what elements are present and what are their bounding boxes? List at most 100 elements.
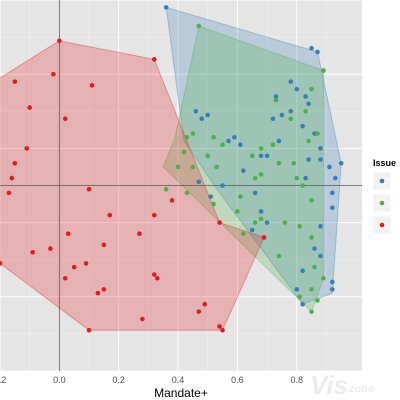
data-point-series-1 — [294, 287, 300, 292]
data-point-series-1 — [300, 123, 305, 129]
data-point-series-3 — [140, 316, 145, 322]
data-point-series-3 — [9, 175, 15, 181]
data-point-series-1 — [220, 183, 225, 188]
data-point-series-2 — [309, 86, 314, 92]
data-point-series-3 — [217, 324, 222, 329]
x-tick-label: 0.4 — [172, 375, 185, 385]
data-point-series-2 — [190, 164, 196, 170]
data-point-series-3 — [169, 198, 175, 203]
data-point-series-1 — [332, 175, 338, 181]
data-point-series-2 — [252, 175, 258, 181]
data-point-series-2 — [276, 160, 282, 166]
data-point-series-2 — [214, 164, 219, 170]
data-point-series-2 — [315, 298, 320, 303]
x-tick-label: 0.2 — [112, 375, 125, 385]
legend-key-point-2 — [379, 200, 385, 206]
data-point-series-2 — [321, 68, 326, 73]
data-point-series-1 — [264, 153, 270, 159]
data-point-series-2 — [300, 183, 305, 188]
data-point-series-1 — [303, 175, 308, 181]
data-point-series-3 — [101, 287, 107, 292]
data-point-series-1 — [270, 116, 276, 122]
data-point-series-1 — [273, 94, 279, 99]
data-point-series-3 — [65, 231, 71, 237]
data-point-series-2 — [309, 287, 314, 292]
data-point-series-2 — [312, 264, 317, 270]
data-point-series-1 — [315, 49, 320, 55]
data-point-series-3 — [0, 261, 3, 266]
data-point-series-3 — [151, 272, 157, 277]
data-point-series-2 — [211, 201, 216, 207]
data-point-series-3 — [220, 327, 225, 333]
data-point-series-2 — [184, 190, 190, 196]
data-point-series-1 — [163, 5, 169, 10]
data-point-series-1 — [306, 101, 311, 107]
data-point-series-3 — [83, 261, 89, 266]
data-point-series-1 — [205, 112, 211, 118]
data-point-series-1 — [288, 109, 294, 114]
watermark: Vis zone — [310, 370, 374, 400]
data-point-series-2 — [190, 131, 196, 136]
data-point-series-3 — [261, 235, 267, 240]
data-point-series-3 — [202, 301, 208, 307]
data-point-series-1 — [330, 287, 335, 292]
data-point-series-3 — [24, 146, 30, 151]
data-point-series-3 — [62, 275, 68, 281]
x-tick-label: 0.6 — [231, 375, 244, 385]
data-point-series-3 — [151, 212, 157, 218]
data-point-series-2 — [294, 175, 300, 181]
data-point-series-1 — [241, 168, 246, 173]
data-point-series-3 — [154, 275, 160, 281]
data-point-series-2 — [220, 142, 225, 147]
x-tick-label: 0.0 — [53, 375, 66, 385]
data-point-series-1 — [309, 45, 314, 51]
data-point-series-1 — [318, 253, 323, 259]
data-point-series-1 — [300, 268, 305, 274]
data-point-series-2 — [306, 138, 311, 144]
data-point-series-2 — [211, 134, 216, 140]
data-point-series-3 — [57, 38, 62, 44]
legend-title: Issue — [373, 158, 396, 168]
data-point-series-1 — [276, 138, 282, 144]
data-point-series-1 — [312, 246, 317, 251]
data-point-series-1 — [318, 157, 323, 162]
data-point-series-1 — [199, 116, 205, 122]
data-point-series-3 — [6, 190, 12, 196]
data-point-series-2 — [258, 172, 264, 177]
data-point-series-2 — [288, 116, 294, 122]
data-point-series-2 — [238, 194, 243, 199]
data-point-series-1 — [208, 194, 213, 199]
data-point-series-1 — [306, 157, 311, 162]
data-point-series-3 — [51, 71, 56, 77]
data-point-series-2 — [309, 198, 314, 203]
data-point-series-1 — [303, 94, 308, 99]
watermark-vis: Vis — [310, 370, 348, 400]
data-point-series-1 — [258, 209, 264, 214]
data-point-series-2 — [175, 164, 181, 170]
data-point-series-1 — [330, 279, 335, 285]
data-point-series-1 — [330, 205, 335, 211]
data-point-series-2 — [297, 224, 302, 229]
data-point-series-1 — [238, 142, 243, 147]
data-point-series-2 — [282, 220, 288, 225]
data-point-series-3 — [30, 249, 35, 255]
data-point-series-1 — [264, 220, 270, 225]
data-point-series-1 — [338, 160, 344, 166]
data-point-series-2 — [270, 142, 276, 147]
data-point-series-2 — [258, 146, 264, 151]
data-point-series-2 — [184, 134, 190, 140]
data-point-series-1 — [279, 112, 285, 118]
x-tick-label: 0.2 — [0, 375, 6, 385]
data-point-series-1 — [196, 179, 202, 185]
data-point-series-1 — [249, 227, 255, 233]
data-point-series-1 — [294, 86, 300, 92]
data-point-series-1 — [252, 190, 258, 196]
data-point-series-1 — [327, 164, 332, 170]
data-point-series-2 — [276, 253, 282, 259]
data-point-series-3 — [137, 231, 142, 237]
data-point-series-2 — [181, 149, 187, 155]
x-tick-label: 0.8 — [290, 375, 303, 385]
data-point-series-3 — [196, 309, 202, 314]
legend-key-point-1 — [379, 178, 385, 184]
